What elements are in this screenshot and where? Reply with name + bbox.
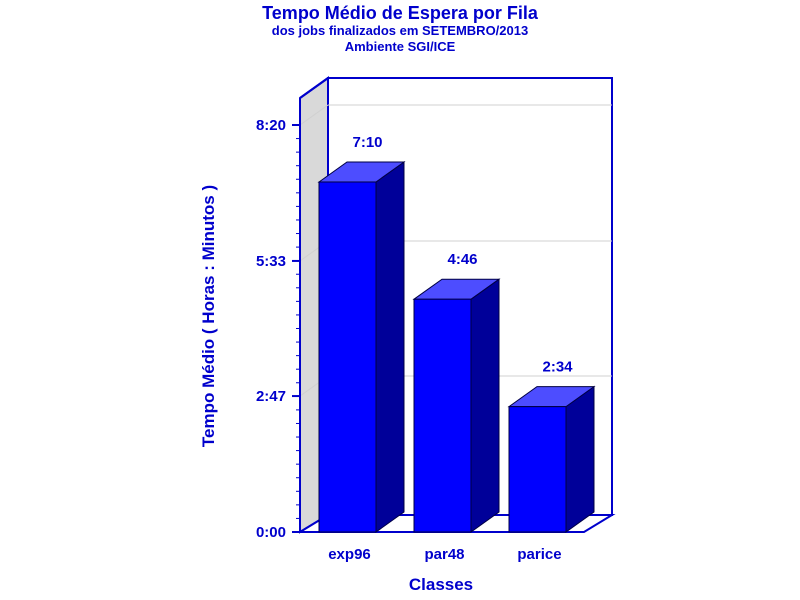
bars: 7:10 4:46 2:34 [317, 134, 596, 533]
chart-subtitle-2: Ambiente SGI/ICE [344, 39, 456, 54]
bar-side [375, 161, 405, 533]
bar-side [565, 385, 595, 533]
x-axis-ticks: exp96 par48 parice [328, 546, 561, 563]
bar [508, 406, 567, 533]
chart-front-top-edge [299, 77, 329, 99]
grid-line-diagonal [299, 104, 329, 126]
y-axis-label: Tempo Médio ( Horas : Minutos ) [199, 185, 218, 447]
chart-title: Tempo Médio de Espera por Fila [262, 3, 538, 23]
y-tick-label: 8:20 [256, 117, 286, 134]
bar-value-label: 2:34 [542, 359, 573, 376]
bar-value-label: 7:10 [352, 134, 382, 151]
x-tick-label: parice [517, 546, 561, 563]
bar [413, 298, 472, 533]
bar-side [470, 278, 500, 533]
x-axis-label: Classes [409, 575, 473, 594]
x-tick-label: par48 [424, 546, 464, 563]
y-tick-label: 2:47 [256, 388, 286, 405]
bar-value-label: 4:46 [447, 251, 477, 268]
chart-subtitle: dos jobs finalizados em SETEMBRO/2013 [271, 23, 529, 38]
y-axis-ticks: 0:00 2:47 5:33 8:20 [256, 117, 300, 541]
y-tick-label: 0:00 [256, 524, 286, 541]
x-tick-label: exp96 [328, 546, 371, 563]
y-tick-label: 5:33 [256, 253, 286, 270]
bar [318, 181, 377, 533]
